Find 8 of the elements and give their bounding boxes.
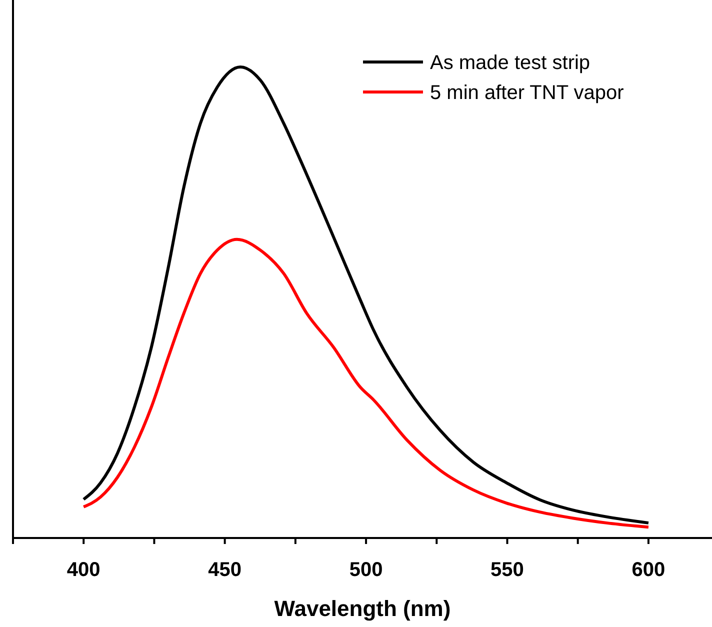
legend-label: 5 min after TNT vapor: [430, 82, 624, 104]
x-tick-label: 550: [490, 559, 524, 581]
x-tick-label: 450: [208, 559, 242, 581]
x-axis-title: Wavelength (nm): [274, 596, 451, 621]
x-tick-label: 500: [349, 559, 383, 581]
legend-label: As made test strip: [430, 52, 590, 74]
x-tick-label: 600: [632, 559, 666, 581]
x-tick-label: 400: [66, 559, 100, 581]
